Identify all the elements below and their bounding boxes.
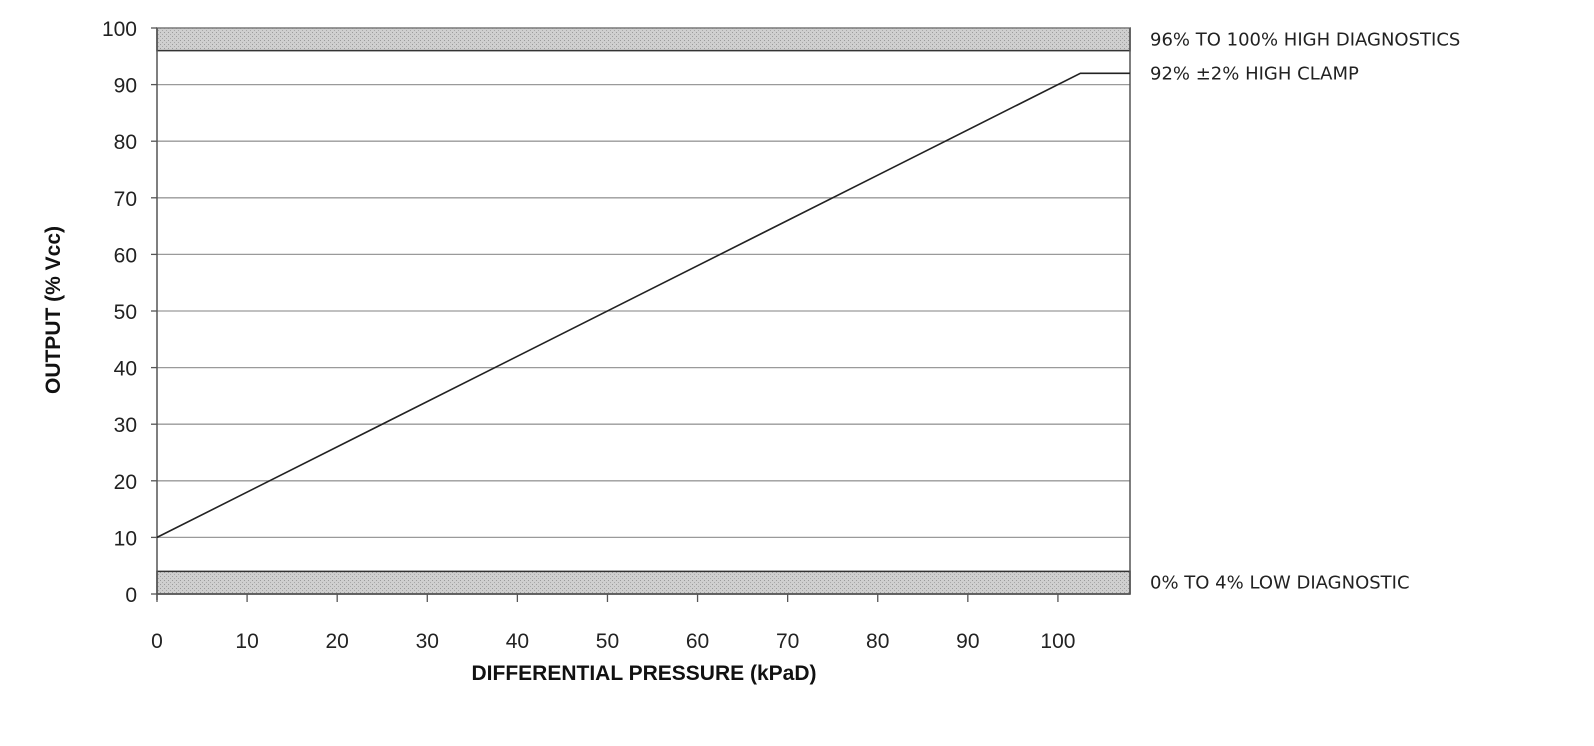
x-axis-label: DIFFERENTIAL PRESSURE (kPaD) [472,662,817,685]
y-tick-label-40: 40 [114,358,137,381]
diagnostic-band-low [156,570,1131,595]
annotation-low-diagnostic: 0% TO 4% LOW DIAGNOSTIC [1150,573,1410,594]
x-tick-label-70: 70 [776,630,799,653]
y-tick-label-60: 60 [114,244,137,267]
x-tick-label-30: 30 [416,630,439,653]
y-tick-label-10: 10 [114,527,137,550]
y-tick-labels: 0 10 20 30 40 50 60 70 80 90 100 [102,18,157,607]
annotation-high-diagnostics: 96% TO 100% HIGH DIAGNOSTICS [1150,29,1460,50]
y-tick-label-20: 20 [114,471,137,494]
y-tick-label-50: 50 [114,301,137,324]
y-tick-label-90: 90 [114,75,137,98]
y-tick-label-70: 70 [114,188,137,211]
annotations: 96% TO 100% HIGH DIAGNOSTICS 0% TO 4% LOW… [1150,29,1460,593]
y-tick-label-0: 0 [125,584,137,607]
y-tick-label-100: 100 [102,18,137,41]
x-tick-label-80: 80 [866,630,889,653]
series-layer [156,72,1130,539]
axes [156,28,1131,600]
annotation-high-clamp: 92% ±2% HIGH CLAMP [1150,63,1359,84]
y-tick-label-30: 30 [114,414,137,437]
y-axis-label: OUTPUT (% Vcc) [42,226,65,394]
grid-lines [157,27,1130,539]
x-tick-label-0: 0 [151,630,163,653]
y-tick-label-80: 80 [114,131,137,154]
output-line [156,72,1130,539]
diagnostic-band-high [156,27,1131,52]
x-tick-label-40: 40 [506,630,529,653]
x-tick-labels: 0 10 20 30 40 50 60 70 80 90 100 [151,594,1075,653]
x-tick-label-60: 60 [686,630,709,653]
x-tick-label-20: 20 [326,630,349,653]
x-tick-label-90: 90 [956,630,979,653]
x-tick-label-100: 100 [1040,630,1075,653]
x-tick-label-50: 50 [596,630,619,653]
x-tick-label-10: 10 [235,630,258,653]
